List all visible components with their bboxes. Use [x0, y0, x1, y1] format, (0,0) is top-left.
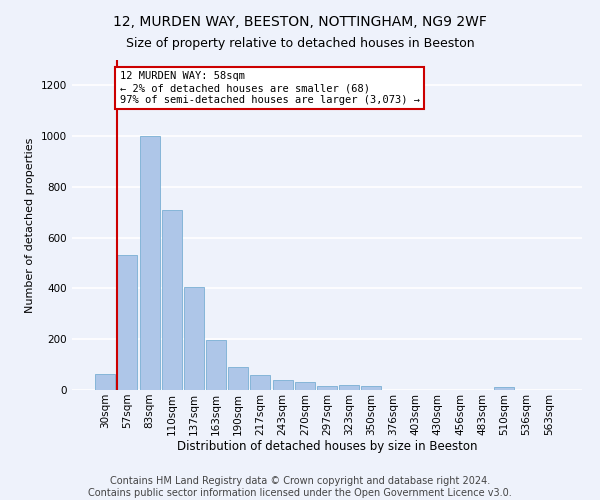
Bar [272, 380, 293, 390]
Bar [206, 340, 226, 390]
Bar [250, 375, 271, 390]
X-axis label: Distribution of detached houses by size in Beeston: Distribution of detached houses by size … [177, 440, 477, 454]
Bar [118, 256, 137, 390]
Bar [295, 382, 315, 390]
Bar [494, 387, 514, 390]
Bar [361, 386, 382, 390]
Text: Size of property relative to detached houses in Beeston: Size of property relative to detached ho… [125, 38, 475, 51]
Text: 12, MURDEN WAY, BEESTON, NOTTINGHAM, NG9 2WF: 12, MURDEN WAY, BEESTON, NOTTINGHAM, NG9… [113, 15, 487, 29]
Text: 12 MURDEN WAY: 58sqm
← 2% of detached houses are smaller (68)
97% of semi-detach: 12 MURDEN WAY: 58sqm ← 2% of detached ho… [119, 72, 419, 104]
Bar [339, 385, 359, 390]
Bar [184, 287, 204, 390]
Bar [317, 386, 337, 390]
Bar [228, 367, 248, 390]
Text: Contains HM Land Registry data © Crown copyright and database right 2024.
Contai: Contains HM Land Registry data © Crown c… [88, 476, 512, 498]
Y-axis label: Number of detached properties: Number of detached properties [25, 138, 35, 312]
Bar [95, 374, 115, 390]
Bar [140, 136, 160, 390]
Bar [162, 210, 182, 390]
